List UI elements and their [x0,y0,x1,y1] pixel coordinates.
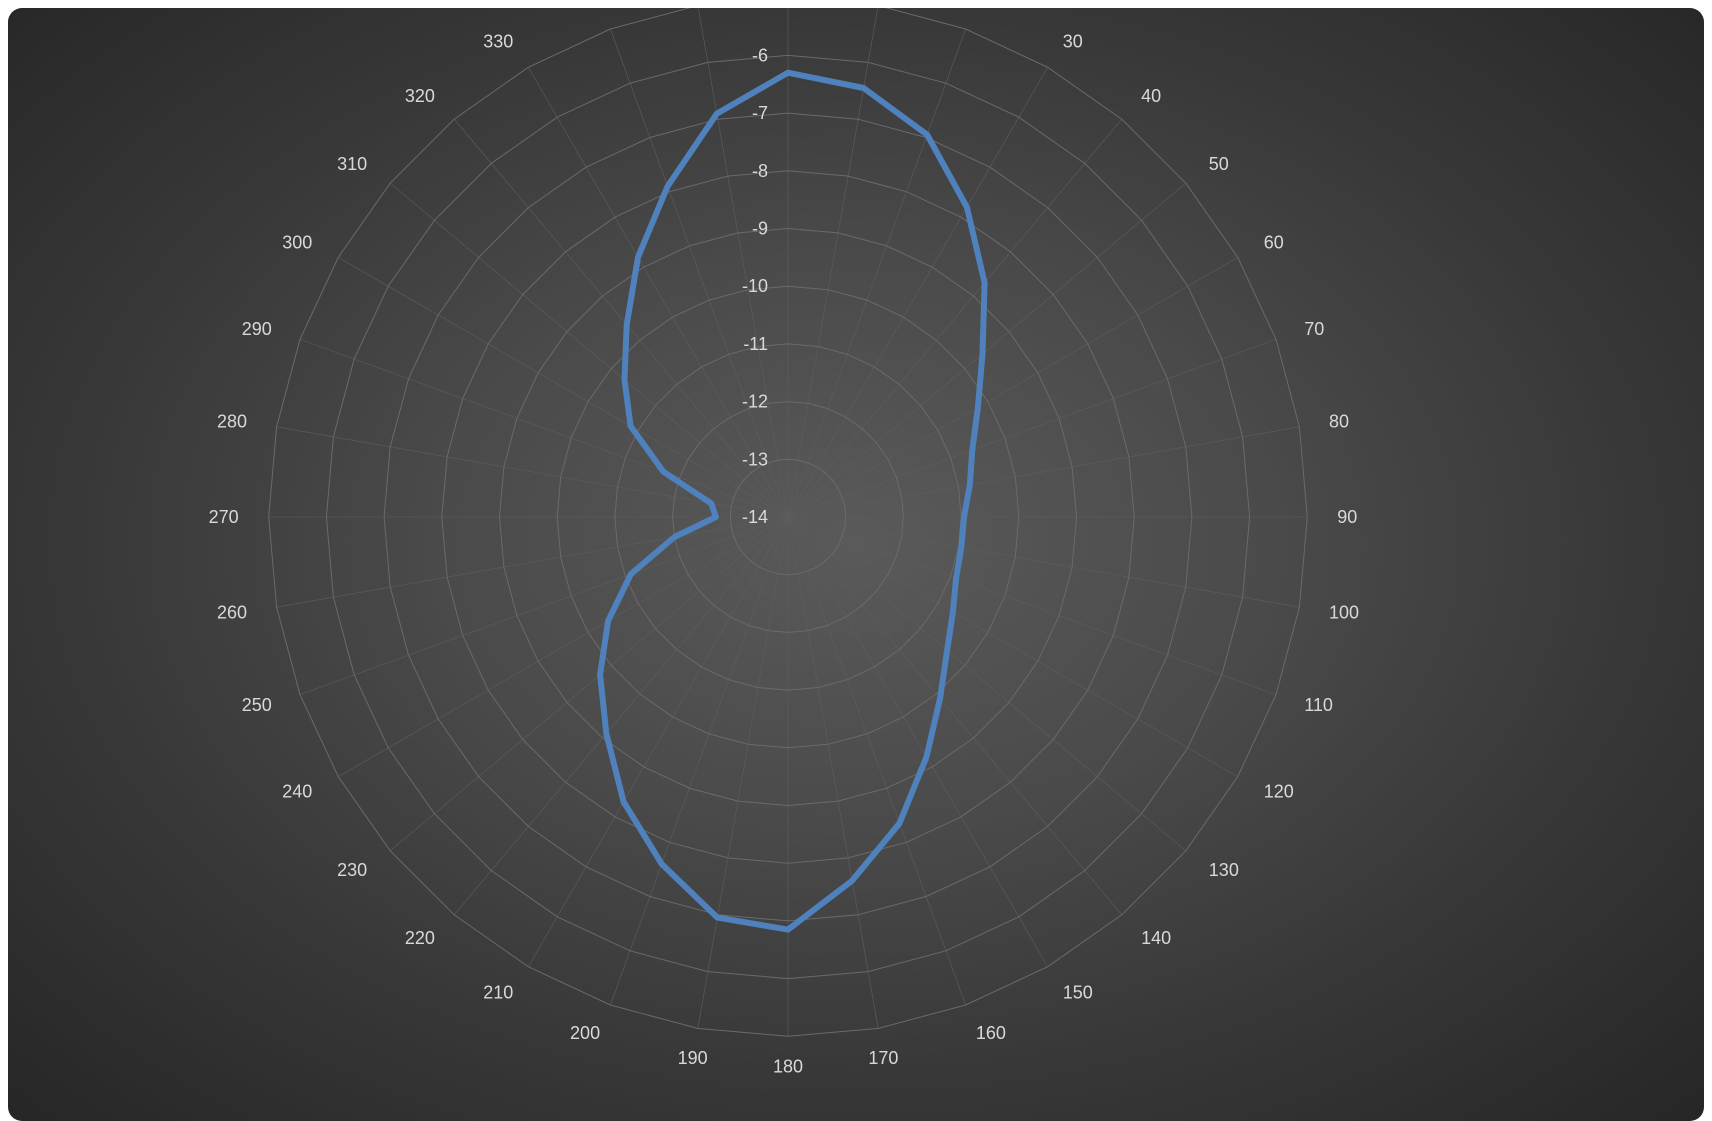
spoke-120 [787,516,1238,777]
angle-label-260: 260 [217,602,247,622]
grid-ring--13 [729,458,847,576]
angle-label-30: 30 [1063,31,1083,51]
grid-ring--7 [383,112,1193,922]
angle-label-340: 340 [570,8,600,11]
radial-tick-label: -7 [752,103,768,123]
radial-tick-label: -11 [743,334,768,354]
radial-tick-label: -10 [742,276,768,296]
spoke-340 [610,28,789,518]
grid-ring--11 [614,343,962,691]
spoke-240 [338,516,789,777]
spoke-40 [787,119,1123,518]
angle-label-100: 100 [1329,602,1359,622]
angle-label-220: 220 [405,928,435,948]
radial-tick-label: -14 [742,507,768,527]
angle-label-290: 290 [242,319,272,339]
spoke-280 [276,426,789,518]
series-0-line [597,69,988,933]
spoke-290 [299,339,789,518]
angle-label-170: 170 [868,1048,898,1068]
angle-label-150: 150 [1063,983,1093,1003]
spoke-220 [453,516,789,915]
angle-label-300: 300 [282,232,312,252]
spoke-140 [787,516,1123,915]
spoke-170 [787,516,879,1029]
radial-tick-label: -13 [742,449,768,469]
radial-tick-label: -6 [752,45,768,65]
angle-label-110: 110 [1304,695,1333,715]
angle-label-200: 200 [570,1023,600,1043]
angle-label-50: 50 [1209,154,1229,174]
grid-ring--6 [325,54,1251,980]
grid-ring--10 [556,285,1020,749]
radar-chart: -6-7-8-9-10-11-12-13-1401020304050607080… [209,8,1359,1076]
grid-ring--9 [498,227,1078,807]
spoke-70 [787,339,1277,518]
angle-label-250: 250 [242,695,272,715]
angle-label-140: 140 [1141,928,1171,948]
spoke-160 [787,516,966,1006]
spoke-210 [528,516,789,967]
grid-ring--12 [672,401,904,633]
angle-label-40: 40 [1141,86,1161,106]
angle-label-320: 320 [405,86,435,106]
angle-label-230: 230 [337,860,367,880]
angle-label-310: 310 [337,154,367,174]
angle-label-210: 210 [483,983,513,1003]
spoke-300 [338,257,789,518]
spoke-350 [697,8,789,518]
spoke-310 [390,182,789,518]
grid-ring--5 [268,8,1308,1037]
angle-label-270: 270 [209,507,239,527]
angle-label-240: 240 [282,782,312,802]
spoke-250 [299,516,789,695]
spoke-110 [787,516,1277,695]
spoke-80 [787,426,1300,518]
spoke-60 [787,257,1238,518]
chart-card: -6-7-8-9-10-11-12-13-1401020304050607080… [8,8,1704,1121]
grid-ring--8 [441,170,1135,864]
angle-label-90: 90 [1337,507,1357,527]
radial-tick-label: -12 [742,392,768,412]
angle-label-280: 280 [217,412,247,432]
angle-label-80: 80 [1329,412,1349,432]
spoke-30 [787,67,1048,518]
angle-label-20: 20 [976,8,996,11]
angle-label-120: 120 [1264,782,1294,802]
spoke-150 [787,516,1048,967]
spoke-330 [528,67,789,518]
angle-label-330: 330 [483,31,513,51]
spoke-260 [276,516,789,608]
spoke-100 [787,516,1300,608]
angle-label-60: 60 [1264,232,1284,252]
angle-label-70: 70 [1304,319,1324,339]
spoke-320 [453,119,789,518]
spoke-20 [787,28,966,518]
spoke-200 [610,516,789,1006]
angle-label-180: 180 [773,1056,803,1076]
angle-label-190: 190 [678,1048,708,1068]
spoke-230 [390,516,789,852]
angle-label-130: 130 [1209,860,1239,880]
spoke-50 [787,182,1186,518]
radial-tick-label: -8 [752,161,768,181]
radial-tick-label: -9 [752,219,768,239]
angle-label-160: 160 [976,1023,1006,1043]
spoke-190 [697,516,789,1029]
spoke-130 [787,516,1186,852]
